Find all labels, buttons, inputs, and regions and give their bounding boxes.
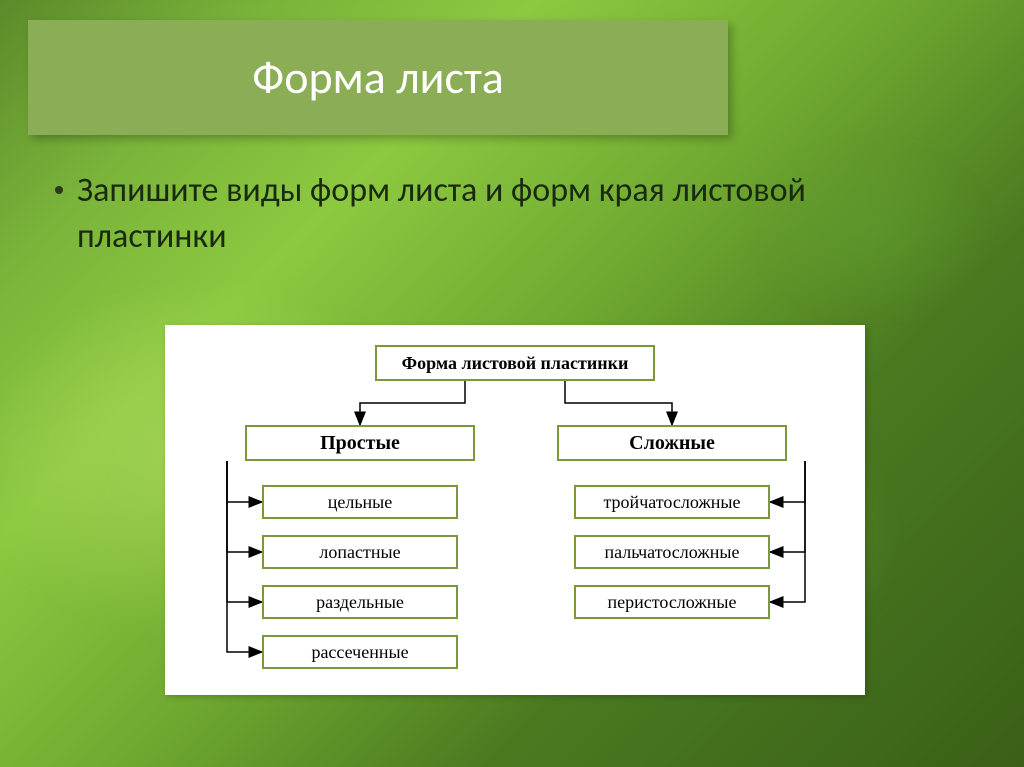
diagram-leaf-node: рассеченные (262, 635, 458, 669)
slide-title: Форма листа (252, 50, 504, 106)
diagram-leaf-node: раздельные (262, 585, 458, 619)
bullet-dot-icon (55, 186, 63, 194)
diagram-leaf-node: тройчатосложные (574, 485, 770, 519)
diagram-panel: Форма листовой пластинки Простые Сложные це… (165, 325, 865, 695)
diagram-leaf-node: лопастные (262, 535, 458, 569)
title-banner: Форма листа (28, 20, 728, 135)
connector-arrow (770, 461, 805, 602)
diagram-category-node: Простые (245, 425, 475, 461)
connector-arrow (360, 381, 465, 425)
diagram-leaf-node: цельные (262, 485, 458, 519)
diagram-leaf-node: пальчатосложные (574, 535, 770, 569)
diagram-root-node: Форма листовой пластинки (375, 345, 655, 381)
connector-arrow (565, 381, 672, 425)
connector-arrow (227, 461, 262, 652)
bullet-item: Запишите виды форм листа и форм края лис… (55, 168, 955, 260)
bullet-area: Запишите виды форм листа и форм края лис… (55, 168, 955, 260)
diagram-category-node: Сложные (557, 425, 787, 461)
connector-arrow (227, 461, 262, 602)
connector-arrow (770, 461, 805, 552)
connector-arrow (227, 461, 262, 552)
diagram-leaf-node: перистосложные (574, 585, 770, 619)
connector-arrow (770, 461, 805, 502)
bullet-text: Запишите виды форм листа и форм края лис… (77, 168, 955, 260)
connector-arrow (227, 461, 262, 502)
